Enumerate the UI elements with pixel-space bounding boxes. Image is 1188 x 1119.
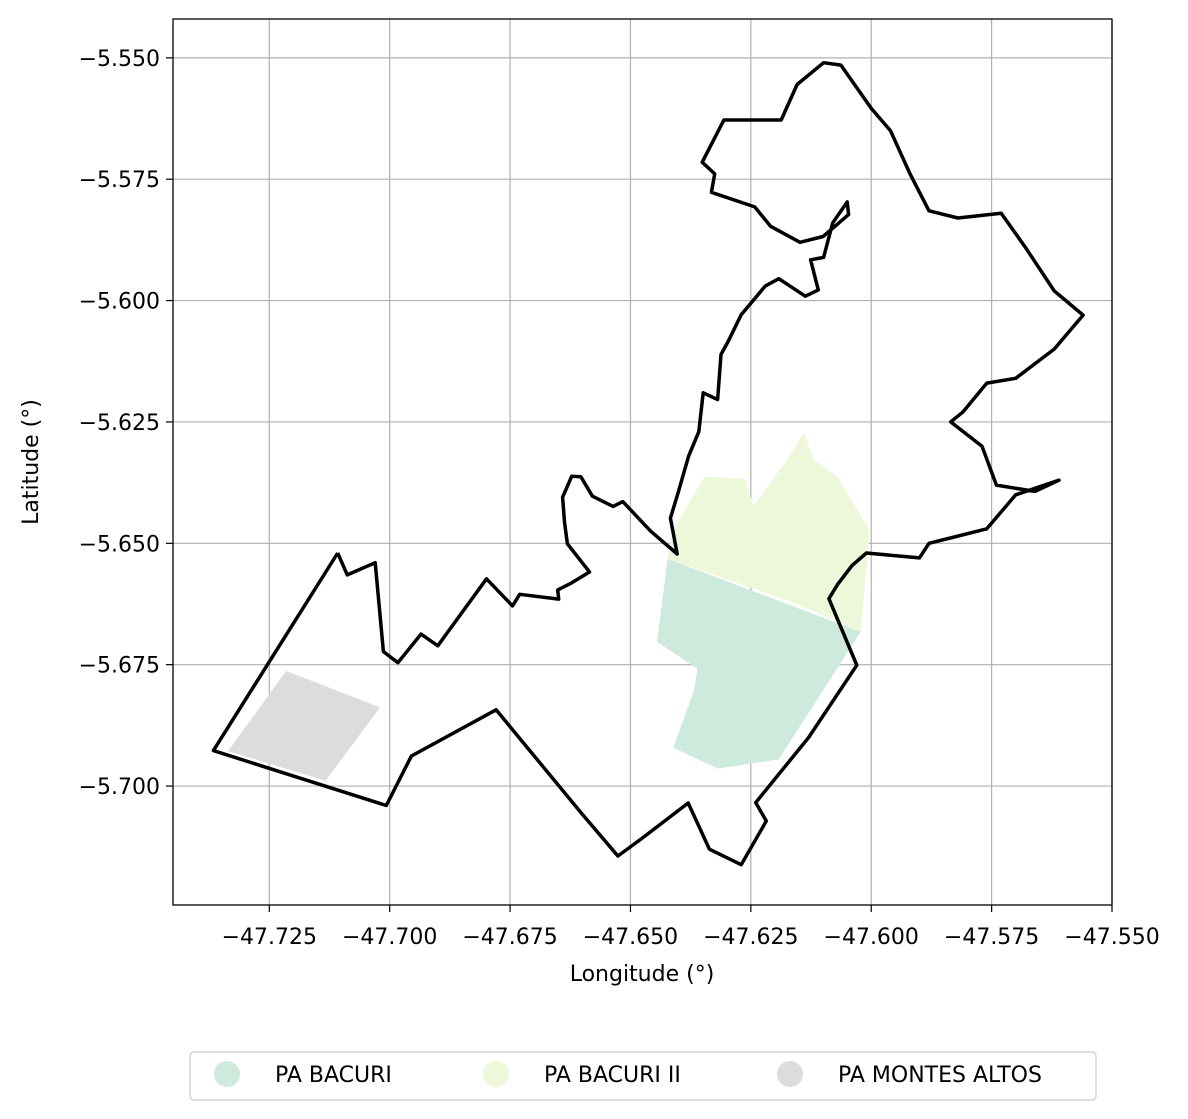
y-tick-label: −5.625 (79, 411, 160, 436)
area-pa-bacuri (656, 558, 861, 769)
x-tick-label: −47.550 (1064, 925, 1159, 950)
legend: PA BACURI PA BACURI II PA MONTES ALTOS (189, 1051, 1097, 1101)
axes-frame (172, 18, 1113, 906)
x-tick-label: −47.600 (824, 925, 919, 950)
legend-frame (189, 1051, 1097, 1101)
y-tick-label: −5.550 (79, 47, 160, 72)
grid-lines (173, 19, 1113, 905)
y-axis-ticks: −5.550 −5.575 −5.600 −5.625 −5.650 −5.675 −5.7… (79, 47, 173, 800)
legend-marker-pa-bacuri-ii (483, 1061, 509, 1087)
x-tick-label: −47.575 (944, 925, 1039, 950)
x-tick-label: −47.625 (703, 925, 798, 950)
x-tick-label: −47.725 (222, 925, 317, 950)
y-tick-label: −5.675 (79, 654, 160, 679)
boundary-line (211, 60, 1085, 867)
legend-label-pa-bacuri: PA BACURI (275, 1063, 392, 1088)
y-tick-label: −5.600 (79, 290, 160, 315)
y-tick-label: −5.575 (79, 168, 160, 193)
x-tick-label: −47.675 (462, 925, 557, 950)
x-tick-label: −47.650 (583, 925, 678, 950)
x-axis-label: Longitude (°) (570, 962, 715, 987)
y-axis-label: Latitude (°) (19, 399, 44, 525)
legend-marker-pa-bacuri (214, 1061, 240, 1087)
settlement-areas (227, 432, 870, 781)
legend-label-pa-bacuri-ii: PA BACURI II (544, 1063, 681, 1088)
y-tick-label: −5.700 (79, 775, 160, 800)
legend-label-pa-montes-altos: PA MONTES ALTOS (838, 1063, 1042, 1088)
legend-marker-pa-montes-altos (777, 1061, 803, 1087)
x-tick-label: −47.700 (342, 925, 437, 950)
area-pa-bacuri-ii (667, 432, 870, 632)
municipality-boundary (211, 60, 1085, 867)
area-pa-montes-altos (227, 671, 381, 781)
y-tick-label: −5.650 (79, 532, 160, 557)
x-axis-ticks: −47.725 −47.700 −47.675 −47.650 −47.625 −47.6… (222, 905, 1160, 950)
